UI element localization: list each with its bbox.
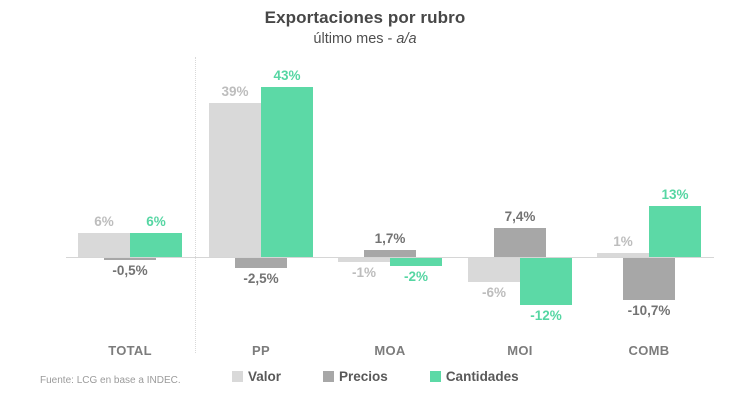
bar-label-comb-precios: -10,7% <box>627 303 671 319</box>
category-label-pp: PP <box>252 343 270 358</box>
bar-comb-cantidades <box>649 205 701 257</box>
chart-subtitle-text: último mes - <box>313 31 397 47</box>
bar-total-valor <box>78 233 130 257</box>
bar-moi-valor <box>468 258 520 282</box>
bar-label-total-cantidades: 6% <box>146 214 166 230</box>
legend-item-cantidades: Cantidades <box>429 369 519 384</box>
chart-title: Exportaciones por rubro <box>264 8 466 27</box>
bar-label-pp-valor: 39% <box>221 83 249 99</box>
source-note: Fuente: LCG en base a INDEC. <box>40 375 181 386</box>
bar-label-moa-cantidades: -2% <box>403 268 428 284</box>
bar-label-pp-cantidades: 43% <box>273 68 301 84</box>
bar-label-total-valor: 6% <box>94 214 114 230</box>
bar-pp-cantidades <box>261 87 313 257</box>
bar-label-moi-precios: 7,4% <box>504 208 536 224</box>
bar-moa-valor <box>338 258 390 262</box>
legend: Valor Precios Cantidades <box>232 369 519 384</box>
category-label-total: TOTAL <box>108 343 152 358</box>
category-label-comb: COMB <box>628 343 670 358</box>
bar-label-comb-valor: 1% <box>613 234 633 250</box>
legend-item-precios: Precios <box>323 369 388 384</box>
legend-label-valor: Valor <box>248 369 282 384</box>
bar-total-cantidades <box>130 233 182 257</box>
bar-moa-precios <box>364 250 416 257</box>
legend-label-cantidades: Cantidades <box>445 369 519 384</box>
chart-subtitle-emphasis: a/a <box>396 31 417 47</box>
bar-moi-cantidades <box>520 258 572 306</box>
bar-total-precios <box>104 258 156 260</box>
bar-comb-valor <box>597 253 649 257</box>
bar-label-moi-valor: -6% <box>481 284 506 300</box>
category-label-moa: MOA <box>374 343 406 358</box>
bar-label-moa-precios: 1,7% <box>374 231 406 247</box>
bar-label-moa-valor: -1% <box>351 264 376 280</box>
bar-label-comb-cantidades: 13% <box>661 186 689 202</box>
legend-label-precios: Precios <box>339 369 388 384</box>
bar-moi-precios <box>494 227 546 257</box>
bar-moa-cantidades <box>390 258 442 266</box>
zero-axis-line <box>66 257 714 258</box>
legend-item-valor: Valor <box>232 369 281 384</box>
bar-label-moi-cantidades: -12% <box>530 308 562 324</box>
bar-label-pp-precios: -2,5% <box>243 270 279 286</box>
legend-swatch-valor <box>232 371 243 382</box>
legend-swatch-cantidades <box>429 371 441 382</box>
chart-subtitle: último mes - a/a <box>0 31 730 47</box>
bar-pp-valor <box>209 102 261 257</box>
total-separator-line <box>195 57 196 353</box>
legend-swatch-precios <box>323 371 335 382</box>
bar-comb-precios <box>623 258 675 301</box>
bar-pp-precios <box>235 258 287 268</box>
bar-label-total-precios: -0,5% <box>112 263 148 278</box>
category-label-moi: MOI <box>507 343 533 358</box>
